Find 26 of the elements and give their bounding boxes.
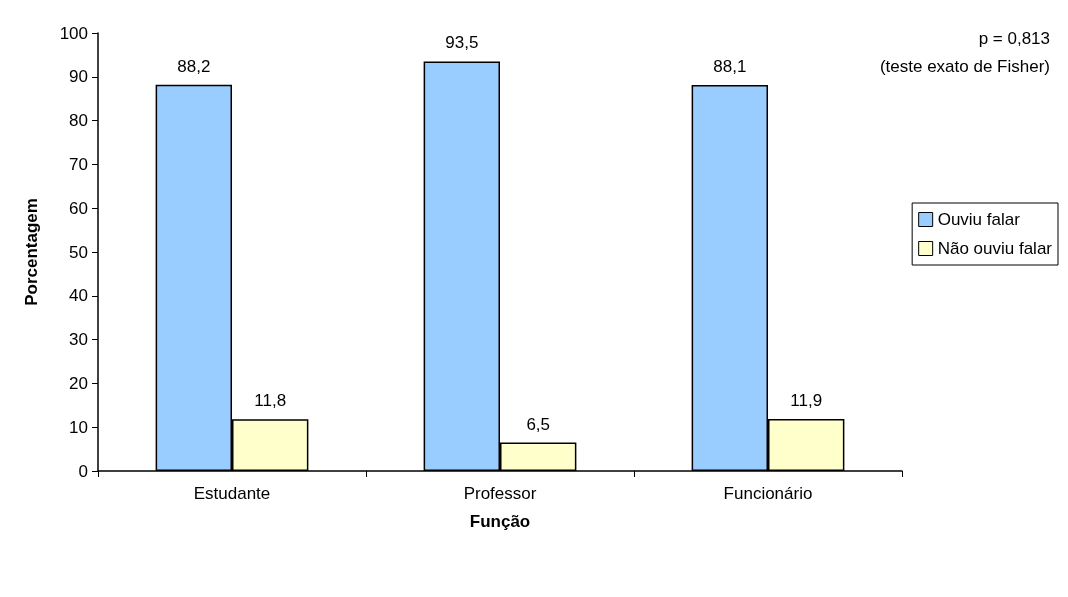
y-tick-label: 100 (59, 23, 88, 43)
legend-label: Não ouviu falar (937, 239, 1053, 258)
y-tick-label: 40 (69, 286, 88, 306)
x-tick-label: Funcionário (723, 484, 813, 503)
legend-label: Ouviu falar (937, 210, 1021, 229)
data-label: 88,2 (177, 56, 211, 76)
y-tick-label: 60 (69, 198, 88, 218)
y-tick-label: 0 (78, 461, 88, 481)
text: p = 0,813 (978, 29, 1050, 48)
x-tick-label: Professor (463, 484, 537, 503)
data-label: 88,1 (713, 57, 747, 77)
x-tick-label: Estudante (193, 484, 271, 503)
y-tick-label: 70 (69, 154, 88, 174)
data-label: 6,5 (526, 414, 551, 434)
x-axis-title: Função (469, 512, 531, 531)
data-label: 93,5 (445, 33, 479, 53)
data-label: 11,8 (254, 391, 287, 411)
y-tick-label: 80 (69, 111, 88, 131)
y-tick-label: 90 (69, 67, 88, 87)
data-label: 11,9 (790, 390, 823, 410)
y-tick-label: 30 (69, 330, 88, 350)
y-tick-label: 50 (69, 242, 88, 262)
annotation: (teste exato de Fisher) (879, 57, 1050, 76)
y-axis-title: Porcentagem (22, 198, 41, 306)
y-tick-label: 10 (69, 417, 88, 437)
y-tick-label: 20 (69, 373, 88, 393)
